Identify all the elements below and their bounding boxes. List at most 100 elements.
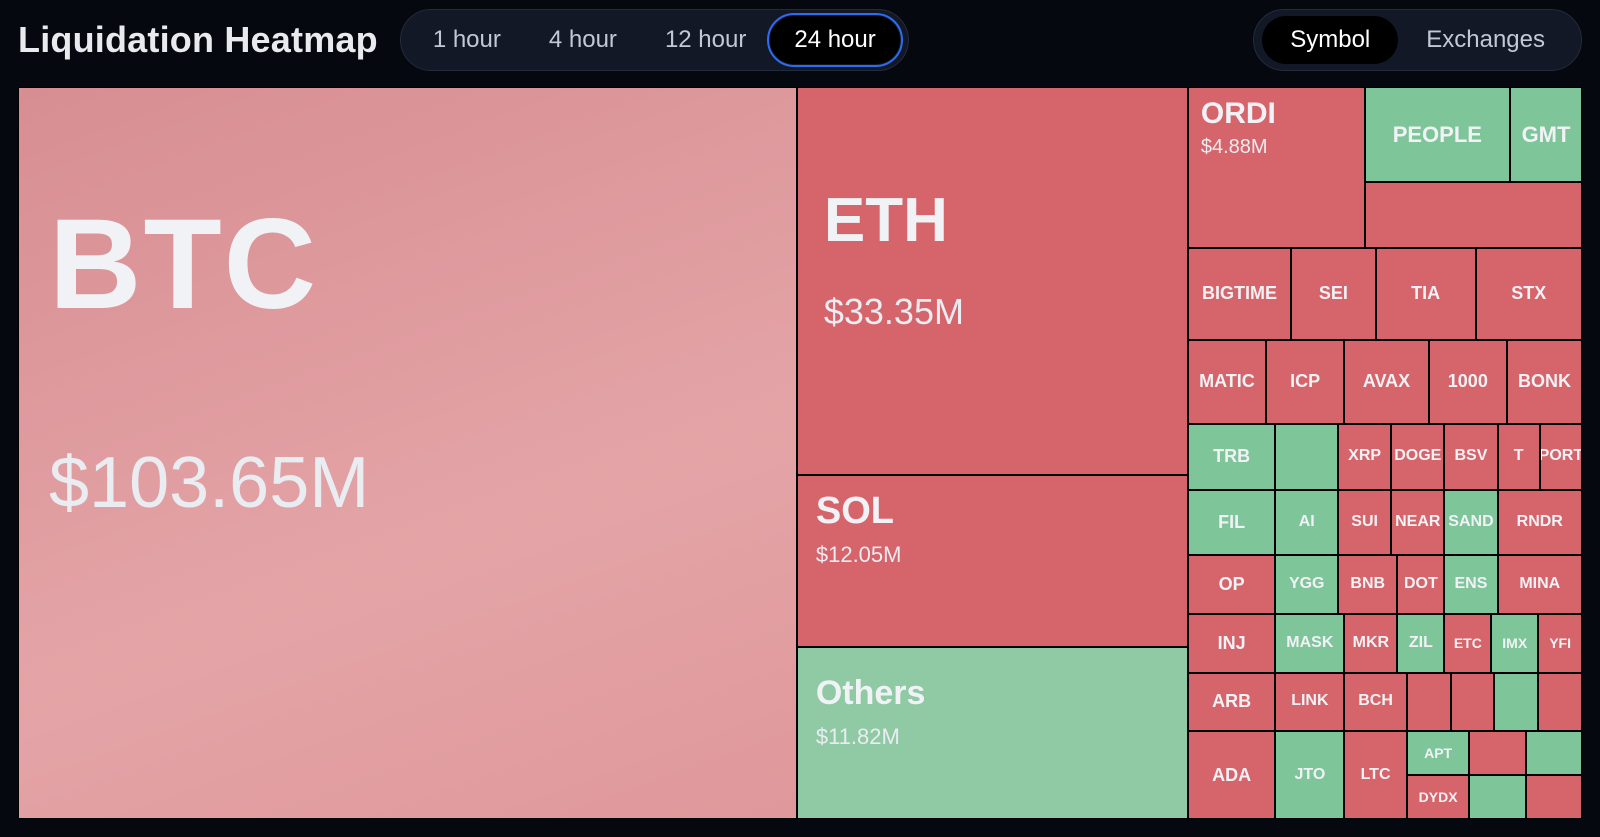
treemap-cell-cell-55[interactable] [1469,731,1525,775]
cell-symbol: BTC [49,198,784,332]
treemap-cell-zil[interactable]: ZIL [1397,614,1444,673]
treemap-cell-matic[interactable]: MATIC [1188,340,1266,424]
treemap-cell-btc[interactable]: BTC $103.65M [18,87,797,819]
cell-value: $103.65M [49,442,784,524]
time-range-segment: 1 hour4 hour12 hour24 hour [400,9,909,71]
cell-symbol: BSV [1454,448,1487,465]
cell-symbol: YGG [1289,576,1325,593]
page-title: Liquidation Heatmap [18,19,378,61]
treemap-cell-bnb[interactable]: BNB [1338,555,1397,614]
treemap-cell-bigtime[interactable]: BIGTIME [1188,248,1291,340]
treemap-cell-sei[interactable]: SEI [1291,248,1375,340]
treemap-cell-dot[interactable]: DOT [1397,555,1444,614]
treemap-cell-ai[interactable]: AI [1275,490,1338,556]
treemap-cell-bsv[interactable]: BSV [1444,424,1497,490]
treemap-cell-mkr[interactable]: MKR [1344,614,1397,673]
time-tab-4-hour[interactable]: 4 hour [525,16,641,64]
treemap-cell-doge[interactable]: DOGE [1391,424,1444,490]
treemap-cell-sol[interactable]: SOL $12.05M [797,475,1188,647]
cell-value: $12.05M [816,542,1175,568]
treemap-cell-ltc[interactable]: LTC [1344,731,1407,819]
cell-symbol: TRB [1213,447,1250,466]
time-tab-1-hour[interactable]: 1 hour [409,16,525,64]
treemap-cell-1000[interactable]: 1000 [1429,340,1507,424]
cell-symbol: LINK [1291,693,1328,710]
treemap-cell-cell-56[interactable] [1469,775,1525,819]
treemap-cell-bonk[interactable]: BONK [1507,340,1582,424]
treemap-cell-jto[interactable]: JTO [1275,731,1344,819]
treemap-cell-mina[interactable]: MINA [1498,555,1582,614]
time-tab-12-hour[interactable]: 12 hour [641,16,770,64]
treemap-container: BTC $103.65M ETH $33.35M SOL $12.05M Others $11… [18,87,1582,819]
cell-symbol: XRP [1348,448,1381,465]
cell-symbol: APT [1424,746,1452,761]
time-tab-24-hour[interactable]: 24 hour [770,16,899,64]
mode-tab-exchanges[interactable]: Exchanges [1398,16,1573,64]
treemap-cell-ada[interactable]: ADA [1188,731,1276,819]
cell-symbol: BIGTIME [1202,284,1277,303]
treemap-cell-cell-57[interactable] [1526,731,1582,775]
cell-symbol: STX [1511,284,1546,303]
cell-symbol: DYDX [1419,790,1458,805]
treemap: BTC $103.65M ETH $33.35M SOL $12.05M Others $11… [18,87,1582,819]
treemap-cell-mask[interactable]: MASK [1275,614,1344,673]
treemap-cell-cell-49[interactable] [1494,673,1538,732]
cell-symbol: JTO [1294,767,1325,784]
treemap-cell-fil[interactable]: FIL [1188,490,1276,556]
cell-symbol: Others [816,676,1175,712]
treemap-cell-sand[interactable]: SAND [1444,490,1497,556]
treemap-cell-tia[interactable]: TIA [1376,248,1476,340]
cell-symbol: FIL [1218,513,1245,532]
treemap-cell-cell-48[interactable] [1451,673,1495,732]
cell-symbol: ZIL [1409,635,1433,652]
cell-symbol: DOT [1404,576,1438,593]
cell-symbol: ETH [824,188,1175,253]
treemap-cell-others[interactable]: Others $11.82M [797,647,1188,819]
treemap-cell-trb[interactable]: TRB [1188,424,1276,490]
cell-symbol: GMT [1522,123,1571,146]
treemap-cell-stx[interactable]: STX [1476,248,1582,340]
treemap-cell-cell-58[interactable] [1526,775,1582,819]
treemap-cell-near[interactable]: NEAR [1391,490,1444,556]
treemap-cell-arb[interactable]: ARB [1188,673,1276,732]
treemap-cell-people[interactable]: PEOPLE [1365,87,1510,182]
cell-symbol: NEAR [1395,514,1440,531]
treemap-cell-xrp[interactable]: XRP [1338,424,1391,490]
cell-symbol: MINA [1519,576,1560,593]
treemap-cell-link[interactable]: LINK [1275,673,1344,732]
treemap-cell-bch[interactable]: BCH [1344,673,1407,732]
cell-symbol: BONK [1518,372,1571,391]
treemap-cell-dydx[interactable]: DYDX [1407,775,1470,819]
treemap-cell-eth[interactable]: ETH $33.35M [797,87,1188,475]
mode-tab-symbol[interactable]: Symbol [1262,16,1398,64]
treemap-cell-ordi[interactable]: ORDI$4.88M [1188,87,1365,248]
treemap-cell-ens[interactable]: ENS [1444,555,1497,614]
treemap-cell-ygg[interactable]: YGG [1275,555,1338,614]
treemap-cell-cell-7[interactable] [1365,182,1582,248]
cell-symbol: PEOPLE [1393,123,1482,146]
treemap-cell-sui[interactable]: SUI [1338,490,1391,556]
treemap-cell-cell-50[interactable] [1538,673,1582,732]
treemap-cell-inj[interactable]: INJ [1188,614,1276,673]
treemap-cell-gmt[interactable]: GMT [1510,87,1582,182]
cell-symbol: SUI [1351,514,1378,531]
treemap-cell-op[interactable]: OP [1188,555,1276,614]
treemap-cell-imx[interactable]: IMX [1491,614,1538,673]
treemap-cell-port[interactable]: PORT [1540,424,1582,490]
cell-value: $4.88M [1201,136,1352,159]
treemap-cell-cell-47[interactable] [1407,673,1451,732]
cell-symbol: MATIC [1199,372,1255,391]
cell-symbol: TIA [1411,284,1440,303]
treemap-cell-etc[interactable]: ETC [1444,614,1491,673]
treemap-cell-cell-23[interactable] [1275,424,1338,490]
cell-value: $33.35M [824,291,1175,333]
treemap-cell-apt[interactable]: APT [1407,731,1470,775]
treemap-cell-yfi[interactable]: YFI [1538,614,1582,673]
treemap-cell-avax[interactable]: AVAX [1344,340,1428,424]
cell-value: $11.82M [816,724,1175,750]
treemap-cell-icp[interactable]: ICP [1266,340,1344,424]
treemap-cell-t[interactable]: T [1498,424,1540,490]
cell-symbol: SOL [816,492,1175,532]
treemap-cell-rndr[interactable]: RNDR [1498,490,1582,556]
cell-symbol: IMX [1502,636,1527,651]
